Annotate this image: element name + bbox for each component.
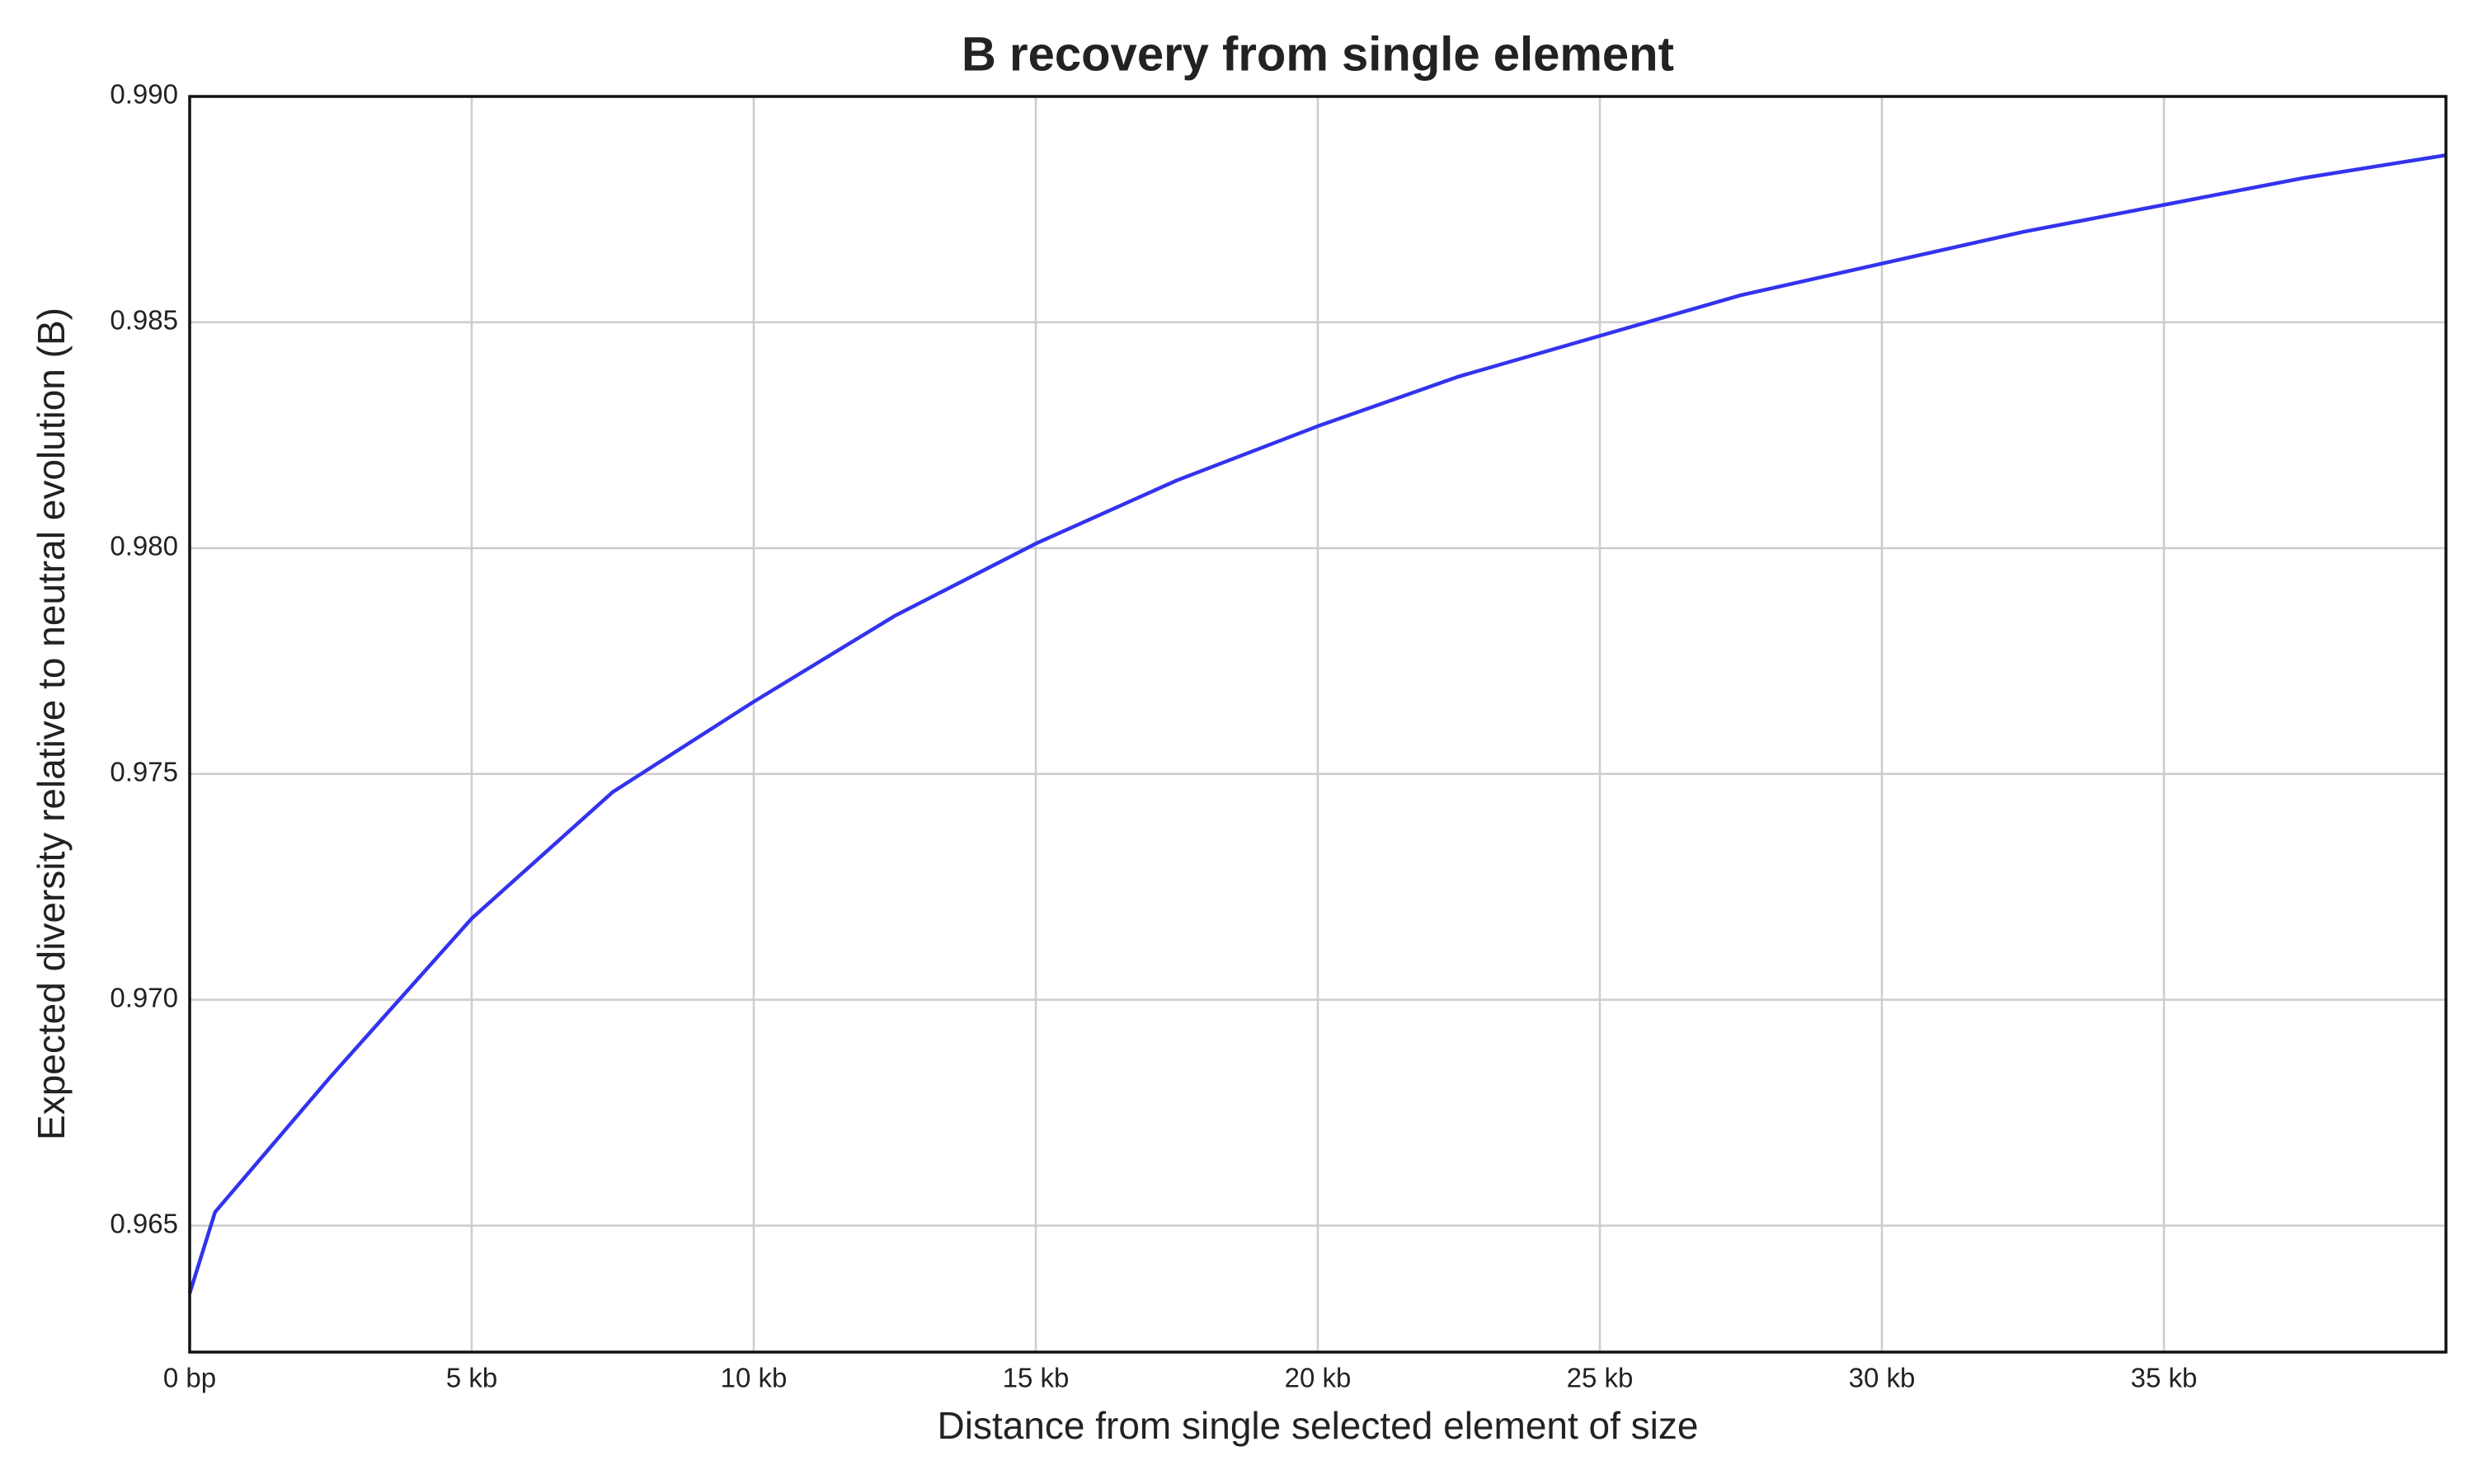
y-tick-label: 0.975 bbox=[110, 756, 178, 787]
x-tick-label: 35 kb bbox=[2131, 1363, 2198, 1393]
y-tick-label: 0.970 bbox=[110, 982, 178, 1012]
data-line bbox=[187, 153, 2447, 1294]
x-tick-label: 30 kb bbox=[1849, 1363, 1916, 1393]
grid bbox=[188, 95, 2446, 1352]
x-tick-label: 0 bp bbox=[163, 1363, 216, 1393]
chart-title: B recovery from single element bbox=[962, 27, 1674, 81]
x-tick-label: 25 kb bbox=[1567, 1363, 1634, 1393]
ticks: 0 bp 5 kb 10 kb 15 kb 20 kb 25 kb 30 kb 35 kb 0.… bbox=[110, 79, 2197, 1393]
x-tick-label: 10 kb bbox=[721, 1363, 788, 1393]
y-tick-label: 0.985 bbox=[110, 305, 178, 336]
x-tick-label: 20 kb bbox=[1285, 1363, 1352, 1393]
x-tick-label: 5 kb bbox=[446, 1363, 497, 1393]
y-tick-label: 0.990 bbox=[110, 79, 178, 110]
y-tick-label: 0.965 bbox=[110, 1208, 178, 1238]
plot-frame bbox=[188, 95, 2448, 1354]
x-tick-label: 15 kb bbox=[1003, 1363, 1070, 1393]
y-tick-label: 0.980 bbox=[110, 531, 178, 561]
plot-area bbox=[187, 153, 2447, 1294]
x-axis-label: Distance from single selected element of… bbox=[938, 1404, 1699, 1447]
y-axis-label: Expected diversity relative to neutral e… bbox=[30, 308, 73, 1140]
